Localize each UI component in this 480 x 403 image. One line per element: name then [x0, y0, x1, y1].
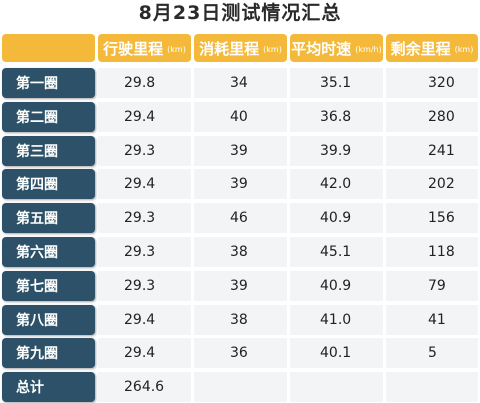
table-cell: 29.3 — [98, 271, 191, 301]
row-label: 第八圈 — [2, 305, 95, 335]
column-header-label: 剩余里程 — [390, 39, 451, 58]
table-cell: 29.4 — [98, 102, 191, 132]
column-header-unit: (km/h) — [355, 44, 382, 54]
table-cell: 29.3 — [98, 203, 191, 233]
row-label: 第九圈 — [2, 338, 95, 368]
row-label: 第三圈 — [2, 136, 95, 166]
table-cell: 40.9 — [290, 203, 383, 233]
table-cell: 156 — [386, 203, 478, 233]
table-cell: 202 — [386, 169, 478, 199]
column-header-unit: (km) — [167, 44, 186, 54]
table-cell: 29.3 — [98, 136, 191, 166]
table-cell: 40 — [194, 102, 287, 132]
table-cell: 36 — [194, 338, 287, 368]
table-cell: 40.1 — [290, 338, 383, 368]
table-cell: 320 — [386, 68, 478, 98]
table-cell: 40.9 — [290, 271, 383, 301]
header-corner — [2, 34, 95, 62]
table-cell: 39.9 — [290, 136, 383, 166]
table-cell: 29.4 — [98, 338, 191, 368]
table-cell: 46 — [194, 203, 287, 233]
column-header-unit: (km) — [263, 44, 282, 54]
table-cell: 35.1 — [290, 68, 383, 98]
table-cell: 29.4 — [98, 305, 191, 335]
table-title: 8月23日测试情况汇总 — [138, 2, 342, 24]
table-cell: 241 — [386, 136, 478, 166]
column-header: 剩余里程 (km) — [386, 34, 478, 62]
table-cell: 264.6 — [98, 372, 191, 402]
row-label: 第四圈 — [2, 169, 95, 199]
table-cell — [290, 372, 383, 402]
row-label: 总计 — [2, 372, 95, 402]
column-header-label: 平均时速 — [291, 39, 352, 58]
table-cell: 34 — [194, 68, 287, 98]
row-label: 第六圈 — [2, 237, 95, 267]
column-header-label: 消耗里程 — [199, 39, 260, 58]
table-cell: 38 — [194, 237, 287, 267]
table-cell: 29.3 — [98, 237, 191, 267]
row-label: 第五圈 — [2, 203, 95, 233]
table-cell: 29.8 — [98, 68, 191, 98]
column-header: 平均时速 (km/h) — [290, 34, 383, 62]
table-cell: 39 — [194, 169, 287, 199]
table-cell: 39 — [194, 136, 287, 166]
table-cell: 41.0 — [290, 305, 383, 335]
table-cell — [386, 372, 478, 402]
table-cell: 36.8 — [290, 102, 383, 132]
column-header-label: 行驶里程 — [103, 39, 164, 58]
row-label: 第一圈 — [2, 68, 95, 98]
table-cell: 38 — [194, 305, 287, 335]
table-cell — [194, 372, 287, 402]
table-cell: 39 — [194, 271, 287, 301]
table-cell: 118 — [386, 237, 478, 267]
table-cell: 280 — [386, 102, 478, 132]
table-cell: 41 — [386, 305, 478, 335]
column-header: 行驶里程 (km) — [98, 34, 191, 62]
table-cell: 45.1 — [290, 237, 383, 267]
row-label: 第七圈 — [2, 271, 95, 301]
table-cell: 42.0 — [290, 169, 383, 199]
table-cell: 5 — [386, 338, 478, 368]
column-header: 消耗里程 (km) — [194, 34, 287, 62]
table-cell: 79 — [386, 271, 478, 301]
column-header-unit: (km) — [454, 44, 474, 54]
row-label: 第二圈 — [2, 102, 95, 132]
table-cell: 29.4 — [98, 169, 191, 199]
